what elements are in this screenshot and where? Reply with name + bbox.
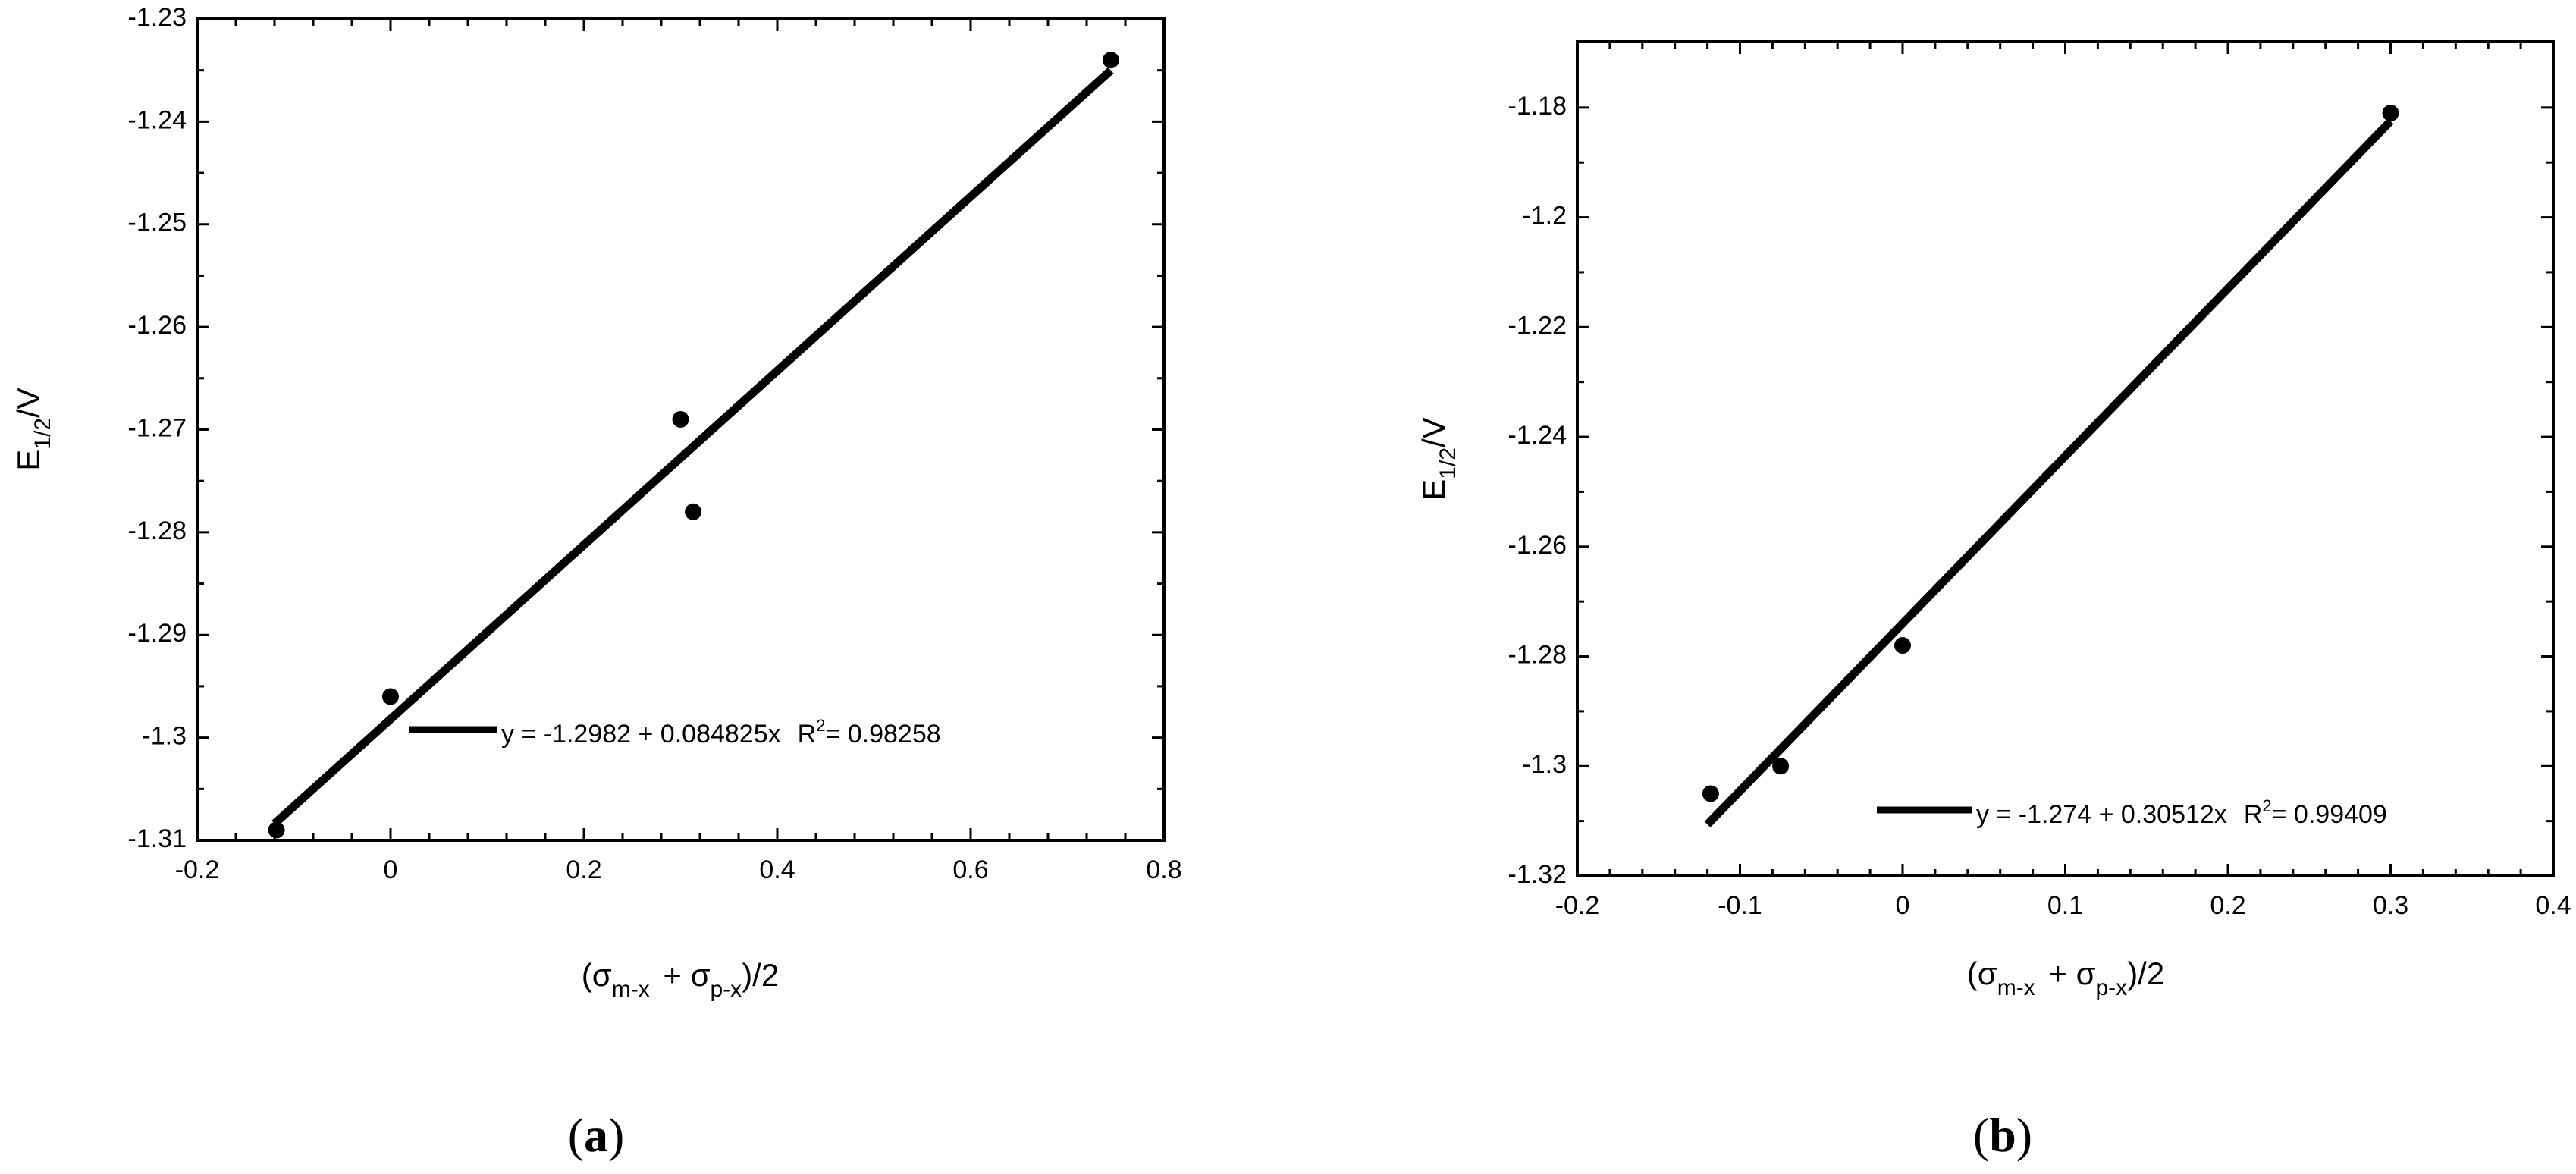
x-tick-label: -0.2 <box>175 855 220 884</box>
x-tick-label: 0.1 <box>2047 891 2083 920</box>
legend-equation: y = -1.274 + 0.30512x R2= 0.99409 <box>1976 796 2387 829</box>
y-axis-ticks: -1.32 -1.3 -1.28 -1.26 -1.24 -1.22 -1.2 -1.18 <box>1508 92 2553 889</box>
y-tick-label: -1.3 <box>142 722 187 751</box>
x-axis-label: (σm-x + σp-x)/2 <box>1967 956 2164 1000</box>
y-tick-label: -1.26 <box>128 311 187 340</box>
x-axis-ticks: -0.2 0 0.2 0.4 0.6 0.8 <box>175 19 1182 884</box>
y-tick-label: -1.28 <box>128 516 187 545</box>
x-axis-label: (σm-x + σp-x)/2 <box>582 957 779 1002</box>
data-points <box>268 52 1119 839</box>
y-tick-label: -1.27 <box>128 413 187 442</box>
x-tick-label: 0.3 <box>2373 891 2408 920</box>
data-point <box>382 688 399 705</box>
x-tick-label: -0.2 <box>1555 891 1600 920</box>
y-axis-ticks: -1.31 -1.3 -1.29 -1.28 -1.27 -1.26 -1.25 -1.24 -… <box>128 3 1164 853</box>
y-tick-label: -1.29 <box>128 619 187 648</box>
x-tick-label: 0.4 <box>2535 891 2571 920</box>
data-point <box>1772 758 1790 775</box>
y-tick-label: -1.2 <box>1522 202 1567 231</box>
chart-panel-b: -1.32 -1.3 -1.28 -1.26 -1.24 -1.22 -1.2 -1.18 -… <box>1416 40 2571 1000</box>
data-points <box>1702 105 2399 802</box>
data-point <box>1894 637 1911 654</box>
data-point <box>672 410 689 428</box>
x-tick-label: 0.8 <box>1146 855 1181 884</box>
x-axis-ticks: -0.2 -0.1 0 0.1 0.2 0.3 0.4 <box>1555 42 2571 920</box>
y-axis-label: E1/2/V <box>1416 417 1461 500</box>
x-tick-label: 0.6 <box>952 855 988 884</box>
data-point <box>685 503 702 520</box>
y-tick-label: -1.28 <box>1508 641 1567 670</box>
x-tick-label: 0.4 <box>759 855 795 884</box>
y-tick-label: -1.31 <box>128 824 187 853</box>
x-tick-label: -0.1 <box>1718 891 1762 920</box>
plot-area-frame <box>196 17 1166 842</box>
y-tick-label: -1.3 <box>1522 750 1567 779</box>
x-tick-label: 0 <box>1896 891 1910 920</box>
y-tick-label: -1.18 <box>1508 92 1567 121</box>
y-tick-label: -1.25 <box>128 209 187 237</box>
panel-caption-b: (b) <box>1973 1108 2032 1162</box>
y-tick-label: -1.32 <box>1508 860 1567 889</box>
y-tick-label: -1.26 <box>1508 531 1567 560</box>
legend: y = -1.2982 + 0.084825x R2= 0.98258 <box>409 716 941 749</box>
regression-line <box>1704 118 2394 827</box>
x-tick-label: 0.2 <box>566 855 601 884</box>
y-tick-label: -1.24 <box>128 105 187 134</box>
chart-panel-a: -1.31-1.3-1.29-1.28-1.27-1.26-1.25-1.24-… <box>11 3 1182 1002</box>
y-tick-label: -1.24 <box>1508 421 1567 450</box>
data-point <box>2382 105 2399 122</box>
legend-equation: y = -1.2982 + 0.084825x R2= 0.98258 <box>501 716 941 749</box>
regression-line <box>271 67 1114 827</box>
y-axis-label: E1/2/V <box>11 388 55 470</box>
y-tick-label: -1.23 <box>128 3 187 32</box>
legend: y = -1.274 + 0.30512x R2= 0.99409 <box>1877 796 2387 829</box>
data-point <box>1702 785 1719 802</box>
x-tick-label: 0.2 <box>2210 891 2245 920</box>
y-tick-label: -1.22 <box>1508 311 1567 340</box>
panel-caption-a: (a) <box>568 1108 625 1162</box>
data-point <box>1102 52 1119 69</box>
x-tick-label: 0 <box>384 855 398 884</box>
data-point <box>268 821 285 839</box>
